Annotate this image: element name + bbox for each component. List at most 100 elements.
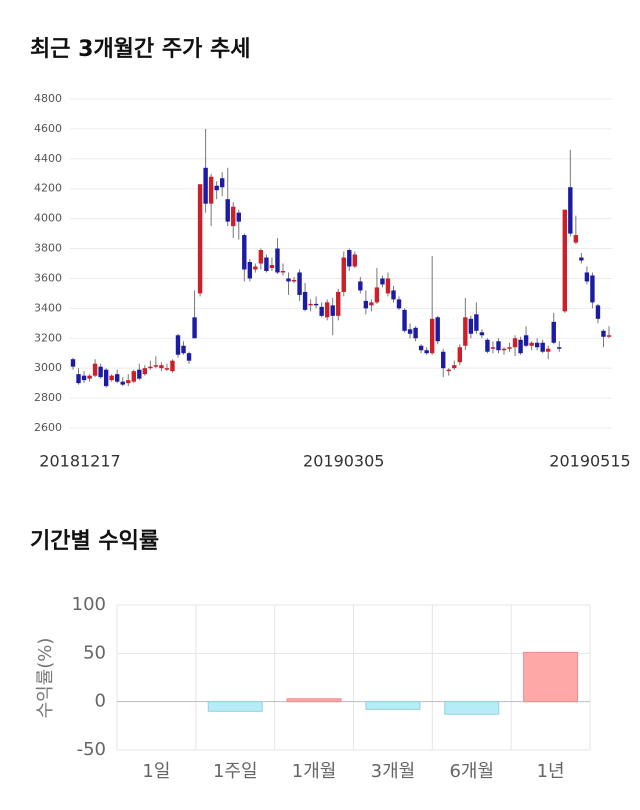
candle-body (126, 380, 131, 384)
candle-body (463, 317, 468, 346)
candle-body (70, 359, 76, 367)
candle-body (507, 347, 512, 349)
candle-body (347, 250, 352, 267)
candle-body (319, 306, 324, 316)
candle-body (352, 254, 358, 267)
candle-body (76, 374, 81, 384)
candle-body (92, 363, 98, 376)
bar (523, 651, 579, 703)
candle-body (103, 369, 109, 387)
candle-body (253, 266, 258, 270)
candle-body (429, 318, 435, 354)
candle-body (606, 335, 612, 337)
candle-body (551, 321, 556, 343)
candle-body (225, 199, 230, 222)
candle-body (369, 302, 374, 306)
candle-body (529, 342, 534, 346)
candle-body (418, 345, 424, 351)
candle-body (424, 350, 429, 354)
y-tick-label: -50 (77, 739, 106, 760)
candle-body (546, 348, 551, 352)
candle-body (385, 278, 391, 294)
candle-body (291, 279, 297, 282)
candle-body (452, 365, 457, 369)
bar (365, 701, 421, 710)
candle-body (380, 278, 385, 285)
candle-body (501, 348, 507, 351)
x-tick-label: 1년 (537, 761, 565, 782)
x-tick-label: 20181217 (39, 452, 120, 471)
candle-body (186, 353, 192, 361)
candle-body (87, 375, 92, 379)
candle-body (197, 184, 203, 294)
candle-body (214, 185, 219, 191)
candle-body (557, 347, 562, 349)
candle-body (313, 303, 319, 306)
candle-body (568, 187, 573, 234)
x-tick-label: 3개월 (371, 761, 416, 782)
candle-body (579, 257, 584, 261)
candle-body (269, 264, 275, 268)
candle-body (485, 339, 490, 352)
candle-body (457, 347, 463, 363)
chart-title: 최근 3개월간 주가 추세 (30, 37, 250, 62)
candle-body (407, 329, 413, 334)
candle-body (479, 332, 485, 336)
y-tick-label: 4400 (34, 152, 62, 165)
y-tick-label: 3200 (34, 331, 62, 344)
y-tick-label: 4000 (34, 212, 62, 225)
candle-body (159, 365, 164, 369)
candle-body (231, 206, 236, 227)
candle-body (441, 351, 446, 369)
candle-body (590, 275, 595, 303)
candle-body (496, 341, 501, 351)
y-tick-label: 3000 (34, 361, 62, 374)
candle-body (203, 167, 208, 204)
y-tick-label: 50 (83, 642, 106, 663)
y-axis-label: 수익률(%) (35, 638, 56, 719)
candle-body (324, 302, 330, 318)
candle-body (142, 368, 148, 375)
y-tick-label: 3600 (34, 271, 62, 284)
candle-body (258, 250, 264, 264)
y-tick-label: 2800 (34, 391, 62, 404)
candle-body (474, 314, 479, 331)
candle-body (512, 338, 518, 348)
x-tick-label: 1일 (142, 761, 170, 782)
candle-body (562, 209, 567, 312)
candle-body (98, 366, 103, 378)
candle-body (219, 178, 225, 188)
x-tick-label: 1주일 (213, 761, 258, 782)
candle-body (148, 366, 153, 369)
candle-body (181, 345, 186, 354)
bar (286, 698, 342, 703)
candle-body (81, 375, 87, 381)
candle-body (413, 327, 418, 339)
candle-body (236, 212, 241, 222)
x-tick-label: 1개월 (292, 761, 337, 782)
candle-body (534, 342, 540, 348)
y-tick-label: 4600 (34, 122, 62, 135)
candle-body (208, 176, 214, 204)
candle-body (164, 368, 170, 370)
candle-body (286, 278, 291, 282)
candle-body (264, 257, 269, 271)
candle-body (595, 305, 601, 319)
candle-body (242, 235, 247, 270)
candle-body (137, 369, 142, 379)
bar (207, 701, 263, 712)
candle-body (363, 300, 369, 309)
candle-body (131, 371, 136, 382)
candle-body (518, 339, 523, 354)
candle-body (308, 303, 313, 306)
candle-body (402, 309, 407, 331)
candle-body (584, 272, 590, 282)
candle-body (109, 375, 114, 381)
y-tick-label: 3800 (34, 242, 62, 255)
candle-body (336, 291, 341, 316)
candle-body (297, 272, 302, 295)
candle-body (330, 305, 335, 316)
candle-body (247, 262, 253, 279)
x-tick-label: 20190515 (549, 452, 630, 471)
